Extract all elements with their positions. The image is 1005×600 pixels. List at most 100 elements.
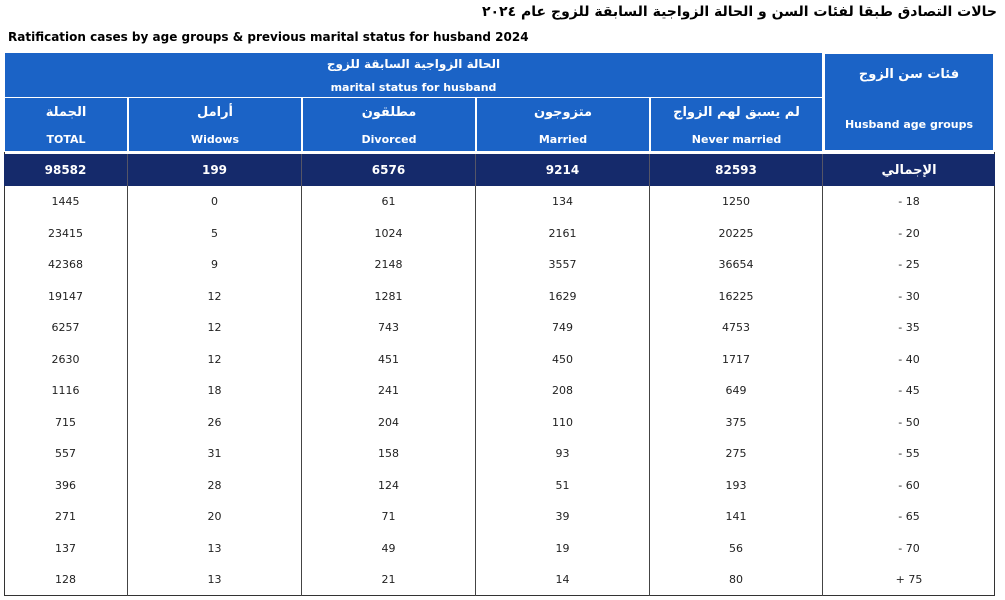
cell: 13 <box>128 564 302 596</box>
cell: 134 <box>476 186 650 218</box>
group-header-en: marital status for husband <box>330 80 497 94</box>
cell: 13 <box>128 532 302 564</box>
column-header <box>650 97 823 152</box>
cell: 5 <box>128 217 302 249</box>
cell: 20 <box>128 501 302 533</box>
column-header-ar: مطلقون <box>361 104 417 120</box>
cell: 649 <box>650 375 823 407</box>
total-cell: 199 <box>128 154 302 186</box>
column-header-ar: الجملة <box>45 104 87 120</box>
cell: 450 <box>476 343 650 375</box>
age-cell: 75 + <box>895 573 923 587</box>
cell: 451 <box>302 343 476 375</box>
cell: 12 <box>128 312 302 344</box>
cell: 18 <box>128 375 302 407</box>
age-header-en: Husband age groups <box>844 117 974 131</box>
cell: 20225 <box>650 217 823 249</box>
cell: 36654 <box>650 249 823 281</box>
cell: 9 <box>128 249 302 281</box>
cell: 12 <box>128 280 302 312</box>
cell: 375 <box>650 406 823 438</box>
cell: 2630 <box>4 343 128 375</box>
total-cell: 6576 <box>302 154 476 186</box>
cell: 208 <box>476 375 650 407</box>
cell: 3557 <box>476 249 650 281</box>
cell: 21 <box>302 564 476 596</box>
cell: 56 <box>650 532 823 564</box>
cell: 14 <box>476 564 650 596</box>
column-header <box>302 97 476 152</box>
age-header-ar: فئات سن الزوج <box>858 66 960 82</box>
column-header-ar: لم يسبق لهم الزواج <box>673 104 800 120</box>
cell: 241 <box>302 375 476 407</box>
cell: 396 <box>4 469 128 501</box>
column-header <box>476 97 650 152</box>
total-cell: 9214 <box>476 154 650 186</box>
cell: 193 <box>650 469 823 501</box>
column-header-en: Married <box>538 132 588 146</box>
cell: 71 <box>302 501 476 533</box>
cell: 1250 <box>650 186 823 218</box>
cell: 42368 <box>4 249 128 281</box>
cell: 743 <box>302 312 476 344</box>
cell: 271 <box>4 501 128 533</box>
cell: 49 <box>302 532 476 564</box>
header-bg <box>823 52 995 152</box>
cell: 1717 <box>650 343 823 375</box>
age-cell: 35 - <box>898 321 920 335</box>
total-cell: 82593 <box>650 154 823 186</box>
column-header-en: Widows <box>190 132 240 146</box>
cell: 1445 <box>4 186 128 218</box>
cell: 23415 <box>4 217 128 249</box>
cell: 1629 <box>476 280 650 312</box>
title-ar: حالات التصادق طبقا لفئات السن و الحالة ا… <box>481 4 997 20</box>
cell: 1024 <box>302 217 476 249</box>
cell: 141 <box>650 501 823 533</box>
cell: 28 <box>128 469 302 501</box>
cell: 2148 <box>302 249 476 281</box>
age-cell: 20 - <box>898 226 920 240</box>
age-cell: 25 - <box>898 258 920 272</box>
age-cell: 40 - <box>898 352 920 366</box>
column-header <box>4 97 128 152</box>
cell: 80 <box>650 564 823 596</box>
age-cell: 50 - <box>898 415 920 429</box>
cell: 137 <box>4 532 128 564</box>
cell: 93 <box>476 438 650 470</box>
column-header-ar: متزوجون <box>533 104 593 120</box>
cell: 557 <box>4 438 128 470</box>
cell: 275 <box>650 438 823 470</box>
cell: 2161 <box>476 217 650 249</box>
total-label: الإجمالي <box>881 162 937 178</box>
cell: 16225 <box>650 280 823 312</box>
age-cell: 30 - <box>898 289 920 303</box>
cell: 12 <box>128 343 302 375</box>
cell: 1116 <box>4 375 128 407</box>
cell: 19147 <box>4 280 128 312</box>
cell: 0 <box>128 186 302 218</box>
cell: 158 <box>302 438 476 470</box>
cell: 19 <box>476 532 650 564</box>
cell: 31 <box>128 438 302 470</box>
cell: 204 <box>302 406 476 438</box>
cell: 715 <box>4 406 128 438</box>
cell: 4753 <box>650 312 823 344</box>
column-header-en: TOTAL <box>46 132 86 146</box>
column-header-en: Never married <box>691 132 782 146</box>
cell: 110 <box>476 406 650 438</box>
cell: 1281 <box>302 280 476 312</box>
cell: 124 <box>302 469 476 501</box>
cell: 128 <box>4 564 128 596</box>
column-header-en: Divorced <box>361 132 417 146</box>
age-cell: 45 - <box>898 384 920 398</box>
column-header <box>128 97 302 152</box>
title-en: Ratification cases by age groups & previ… <box>8 30 529 44</box>
age-cell: 70 - <box>898 541 920 555</box>
group-header-ar: الحالة الزواجية السابقة للزوج <box>326 57 501 71</box>
cell: 51 <box>476 469 650 501</box>
cell: 749 <box>476 312 650 344</box>
cell: 61 <box>302 186 476 218</box>
total-row <box>4 154 995 186</box>
age-cell: 65 - <box>898 510 920 524</box>
total-cell: 98582 <box>4 154 128 186</box>
